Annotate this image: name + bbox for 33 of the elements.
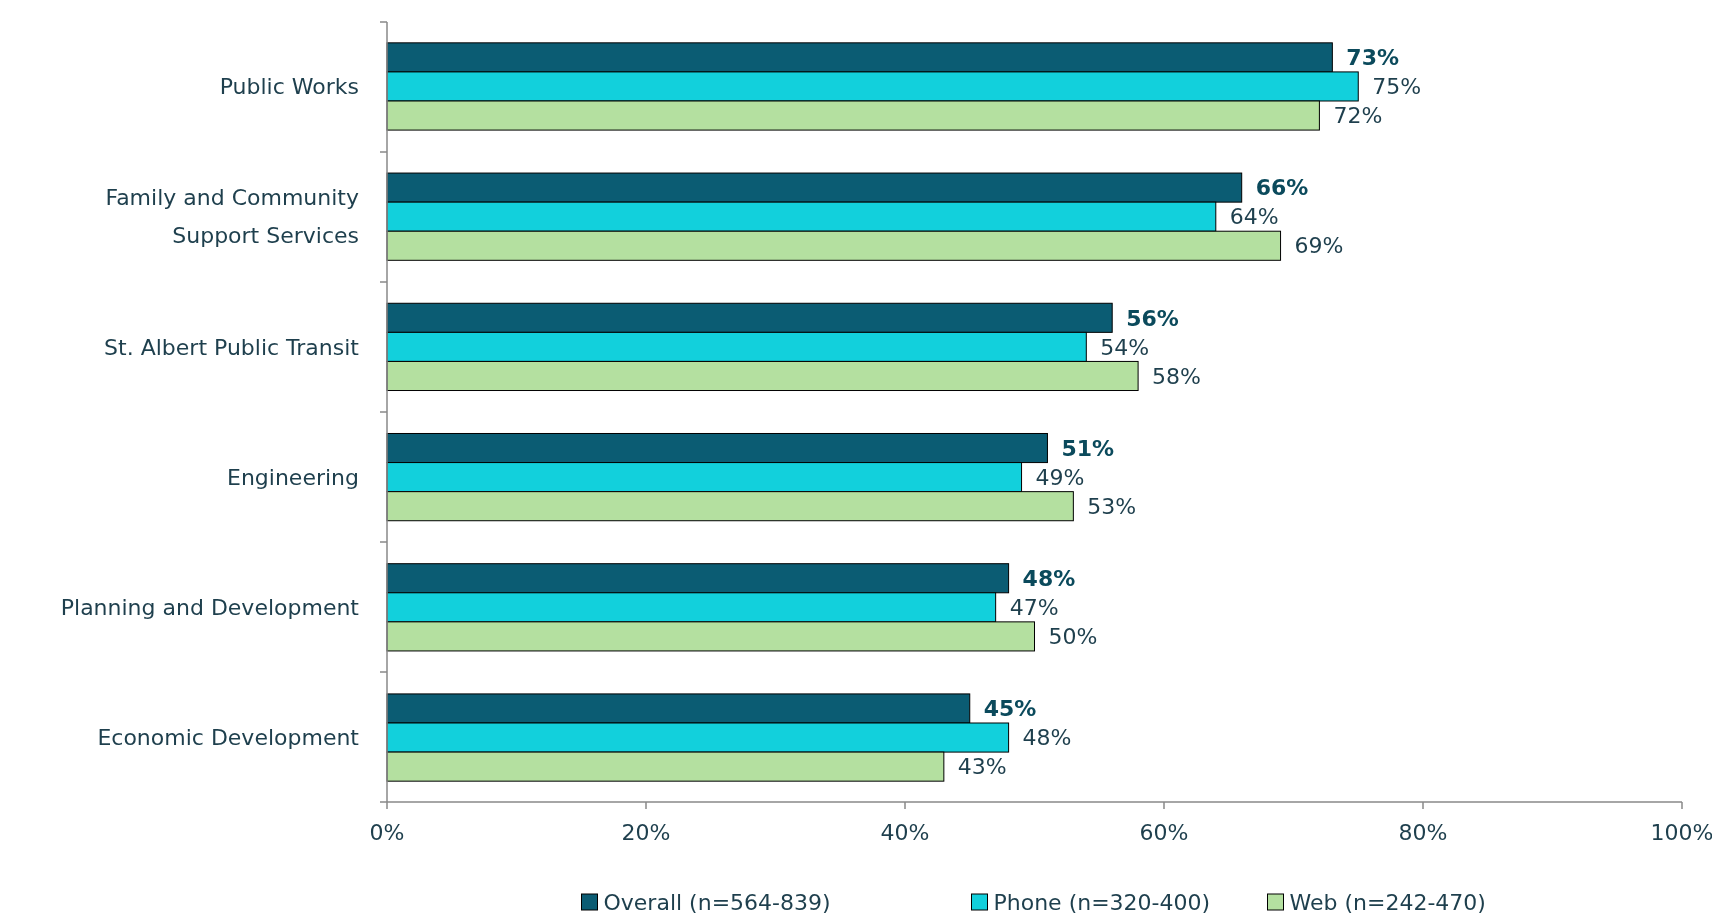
data-label: 45% [983, 696, 1037, 722]
data-label: 47% [1009, 595, 1059, 621]
data-label: 64% [1229, 204, 1279, 230]
x-tick-label: 60% [1139, 820, 1189, 845]
x-tick-label: 80% [1398, 820, 1448, 845]
data-label: 51% [1061, 435, 1115, 461]
data-label: 54% [1100, 334, 1150, 360]
data-label: 48% [1022, 565, 1076, 591]
legend-label: Web (n=242-470) [1289, 890, 1486, 915]
data-label: 66% [1255, 175, 1309, 201]
data-label: 73% [1346, 45, 1400, 71]
x-tick-label: 100% [1650, 820, 1712, 845]
data-label: 69% [1294, 233, 1344, 259]
data-label: 53% [1087, 493, 1137, 519]
x-tick-label: 0% [369, 820, 405, 845]
legend-label: Overall (n=564-839) [603, 890, 831, 915]
legend-label: Phone (n=320-400) [993, 890, 1211, 915]
y-tick-label: Planning and Development [60, 595, 360, 621]
data-label: 48% [1022, 725, 1072, 751]
data-label: 49% [1035, 464, 1085, 490]
y-tick-label: Economic Development [97, 725, 360, 751]
data-label: 56% [1126, 305, 1179, 331]
data-label: 50% [1048, 624, 1098, 650]
y-tick-label: Engineering [227, 464, 359, 490]
y-tick-label: Public Works [219, 74, 359, 100]
data-label: 58% [1152, 363, 1202, 389]
x-tick-label: 40% [880, 820, 930, 845]
data-label: 75% [1372, 74, 1422, 100]
y-tick-label: St. Albert Public Transit [104, 334, 360, 360]
data-label: 72% [1333, 103, 1383, 129]
y-tick-label: Family and Community Support Services [105, 185, 359, 249]
x-tick-label: 20% [621, 820, 671, 845]
data-label: 43% [957, 754, 1007, 780]
